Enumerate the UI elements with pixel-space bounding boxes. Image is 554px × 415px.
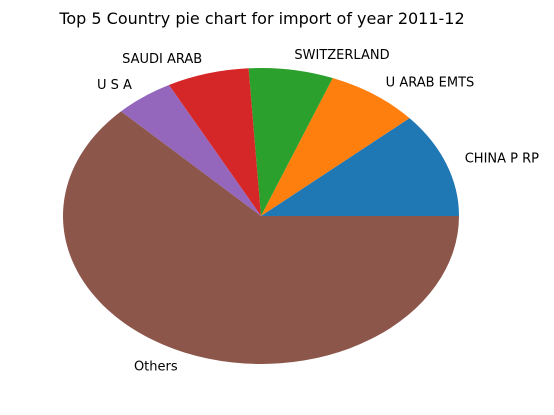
slice-label-others: Others	[134, 359, 178, 374]
chart-title: Top 5 Country pie chart for import of ye…	[58, 9, 464, 28]
slice-label-u-s-a: U S A	[97, 78, 132, 93]
pie-slice-saudi-arab	[168, 68, 261, 216]
slice-label-u-arab-emts: U ARAB EMTS	[386, 76, 475, 91]
slice-label-china-p-rp: CHINA P RP	[465, 151, 539, 166]
pie-slice-switzerland	[248, 68, 333, 216]
pie-slice-u-arab-emts	[261, 78, 410, 217]
pie-slices	[62, 68, 460, 364]
pie-labels: CHINA P RP U ARAB EMTS SWITZERLAND SAUDI AR…	[97, 48, 539, 374]
pie-slice-china-p-rp	[261, 118, 459, 216]
slice-label-switzerland: SWITZERLAND	[294, 48, 389, 63]
pie-slice-others	[62, 111, 460, 364]
pie-slice-u-s-a	[120, 84, 261, 216]
slice-label-saudi-arab: SAUDI ARAB	[122, 52, 202, 67]
